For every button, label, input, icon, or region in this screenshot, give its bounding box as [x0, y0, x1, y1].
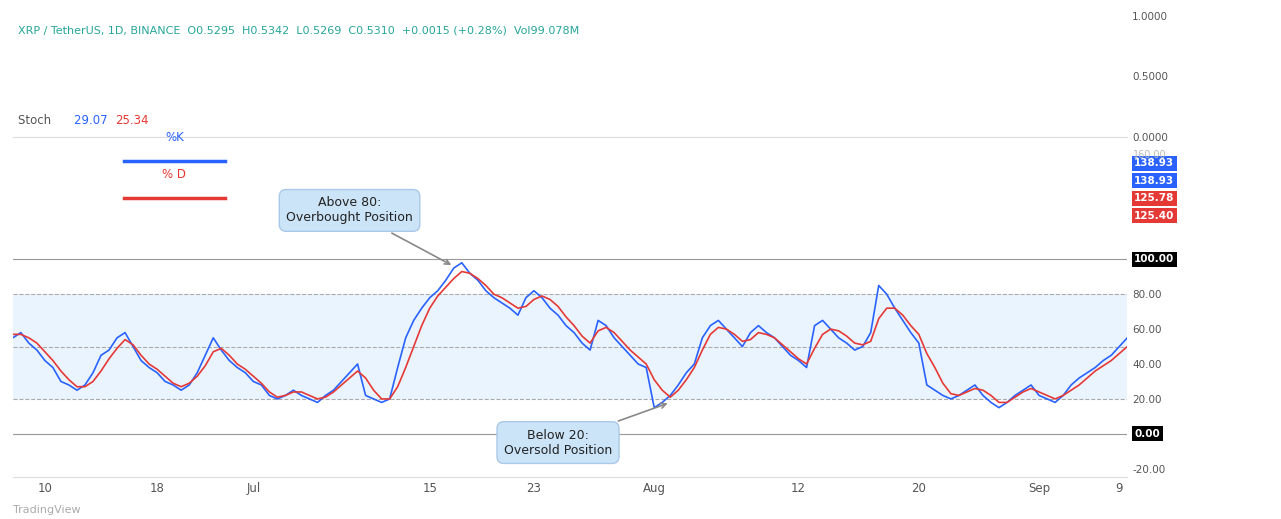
Text: 25.34: 25.34: [115, 114, 149, 127]
Text: 160.00: 160.00: [1132, 149, 1167, 159]
Text: %K: %K: [165, 131, 183, 144]
Text: 29.07: 29.07: [74, 114, 111, 127]
Text: TradingView: TradingView: [6, 505, 81, 515]
Text: 138.93: 138.93: [1134, 176, 1175, 186]
Text: 125.40: 125.40: [1134, 211, 1175, 221]
Text: XRP / TetherUS, 1D, BINANCE  O0.5295  H0.5342  L0.5269  C0.5310  +0.0015 (+0.28%: XRP / TetherUS, 1D, BINANCE O0.5295 H0.5…: [18, 25, 579, 35]
Text: % D: % D: [163, 168, 187, 181]
Text: Below 20:
Oversold Position: Below 20: Oversold Position: [503, 403, 666, 457]
Text: Stoch: Stoch: [18, 114, 55, 127]
Text: 0.00: 0.00: [1134, 429, 1161, 439]
Text: 100.00: 100.00: [1134, 254, 1175, 264]
Text: 125.78: 125.78: [1134, 193, 1175, 203]
Bar: [13, 294, 1127, 399]
Text: 138.93: 138.93: [1134, 158, 1175, 168]
Text: Above 80:
Overbought Position: Above 80: Overbought Position: [286, 196, 450, 264]
